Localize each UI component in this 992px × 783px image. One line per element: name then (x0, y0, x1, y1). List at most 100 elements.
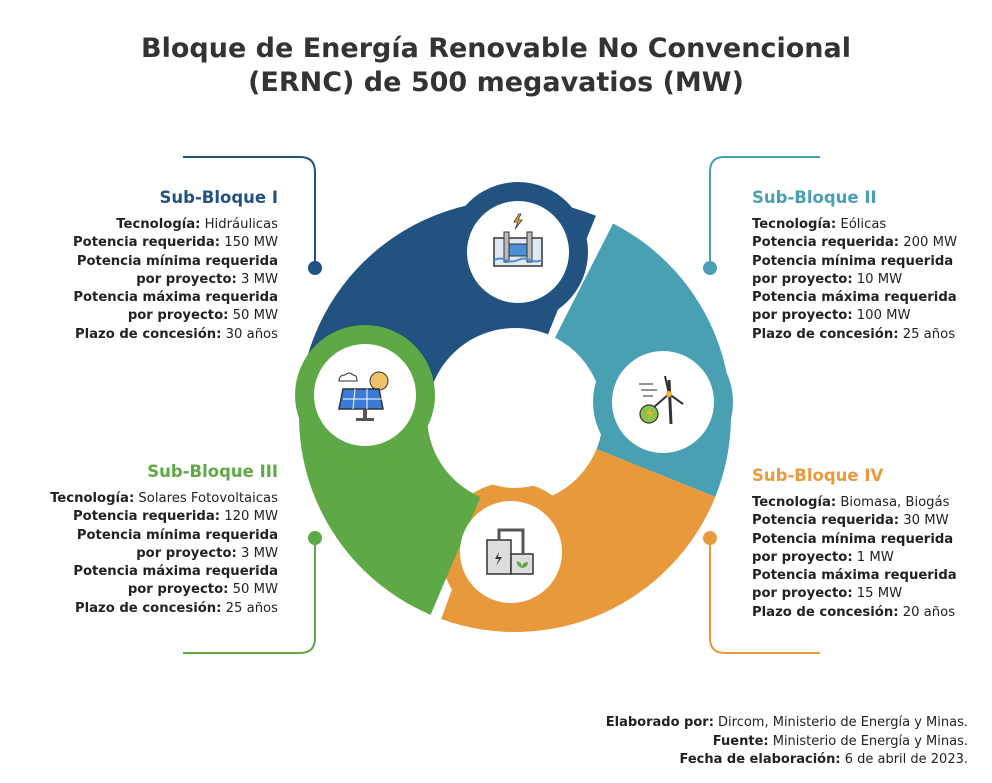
title-line-2: (ERNC) de 500 megavatios (MW) (248, 67, 744, 98)
info-label: Potencia máxima requerida (752, 290, 957, 306)
connector-dot-sub1 (308, 261, 322, 275)
info-label: por proyecto: (752, 586, 853, 602)
connector-sub2 (709, 156, 820, 268)
credit-value: Dircom, Ministerio de Energía y Minas. (713, 715, 968, 730)
info-row: Potencia mínima requerida (752, 531, 992, 549)
info-label: Plazo de concesión: (752, 604, 899, 620)
title-line-1: Bloque de Energía Renovable No Convencio… (141, 33, 851, 64)
info-row: por proyecto: 10 MW (752, 271, 992, 289)
info-value: 3 MW (236, 271, 278, 287)
info-row: Tecnología: Solares Fotovoltaicas (0, 490, 278, 508)
info-row: Tecnología: Hidráulicas (0, 216, 278, 234)
credit-label: Elaborado por: (605, 715, 714, 730)
connector-sub3 (183, 538, 316, 654)
info-row: Potencia mínima requerida (752, 253, 992, 271)
info-label: por proyecto: (127, 308, 229, 324)
info-row: por proyecto: 50 MW (0, 581, 278, 599)
info-label: Potencia máxima requerida (73, 290, 278, 306)
info-value: 150 MW (220, 235, 278, 251)
info-label: Potencia mínima requerida (752, 253, 954, 269)
info-value: 1 MW (852, 549, 894, 565)
info-label: por proyecto: (752, 308, 853, 324)
connector-dot-sub2 (703, 261, 717, 275)
info-row: Plazo de concesión: 30 años (0, 326, 278, 344)
info-value: 30 años (221, 326, 278, 342)
info-row: Tecnología: Biomasa, Biogás (752, 494, 992, 512)
wind-turbine-icon (639, 375, 684, 425)
info-label: Plazo de concesión: (74, 326, 222, 342)
info-label: Potencia mínima requerida (76, 253, 278, 269)
info-value: 3 MW (236, 545, 278, 561)
sub-bloque-3-info: Sub-Bloque III Tecnología: Solares Fotovo… (0, 460, 278, 618)
center-hole (443, 344, 587, 488)
info-row: Potencia requerida: 120 MW (0, 508, 278, 526)
info-label: por proyecto: (752, 549, 853, 565)
biogas-plant-icon (486, 528, 534, 575)
credit-label: Fuente: (712, 733, 769, 749)
info-label: Plazo de concesión: (752, 326, 899, 342)
info-value: Solares Fotovoltaicas (134, 491, 278, 506)
credit-row: Elaborado por: Dircom, Ministerio de Ene… (606, 714, 968, 733)
info-label: Plazo de concesión: (74, 600, 222, 616)
connector-sub4 (709, 538, 820, 654)
info-row: Plazo de concesión: 20 años (752, 604, 992, 622)
info-row: Tecnología: Eólicas (752, 216, 992, 234)
connector-dot-sub3 (308, 531, 322, 545)
info-label: Potencia requerida: (72, 509, 221, 525)
connector-sub1 (183, 156, 316, 268)
info-row: Potencia mínima requerida (0, 253, 278, 271)
info-label: Tecnología: (752, 217, 837, 232)
info-label: Potencia máxima requerida (752, 568, 957, 584)
info-row: Potencia mínima requerida (0, 527, 278, 545)
info-value: Eólicas (836, 217, 887, 232)
info-label: por proyecto: (752, 271, 853, 287)
info-value: 10 MW (852, 271, 903, 287)
info-value: 100 MW (852, 308, 911, 324)
info-value: 20 años (898, 604, 956, 620)
sub-bloque-title: Sub-Bloque III (147, 462, 278, 481)
info-value: Hidráulicas (200, 217, 278, 232)
solar-panel-icon (338, 371, 389, 421)
credit-value: 6 de abril de 2023. (840, 752, 968, 767)
sub-bloque-2-info: Sub-Bloque II Tecnología: Eólicas Potencia… (752, 186, 992, 344)
info-value: 25 años (221, 600, 278, 616)
info-label: por proyecto: (127, 582, 229, 598)
info-row: por proyecto: 15 MW (752, 585, 992, 603)
credit-value: Ministerio de Energía y Minas. (768, 733, 968, 749)
info-label: Tecnología: (116, 217, 201, 232)
icon-circle (612, 351, 714, 453)
info-row: por proyecto: 50 MW (0, 307, 278, 325)
info-row: por proyecto: 3 MW (0, 271, 278, 289)
info-label: Potencia requerida: (752, 513, 900, 529)
sub-bloque-title: Sub-Bloque I (159, 188, 279, 207)
info-row: Potencia requerida: 30 MW (752, 512, 992, 530)
info-value: Biomasa, Biogás (836, 495, 950, 510)
info-row: Potencia máxima requerida (752, 289, 992, 307)
info-row: por proyecto: 3 MW (0, 545, 278, 563)
info-row: Potencia requerida: 150 MW (0, 234, 278, 252)
info-row: por proyecto: 100 MW (752, 307, 992, 325)
info-label: por proyecto: (136, 545, 237, 561)
sub-bloque-1-info: Sub-Bloque I Tecnología: Hidráulicas Poten… (0, 186, 278, 344)
info-label: Potencia máxima requerida (73, 564, 278, 580)
info-value: 30 MW (899, 513, 949, 529)
info-label: Potencia mínima requerida (752, 531, 954, 547)
info-label: Tecnología: (50, 491, 135, 506)
info-label: Tecnología: (752, 495, 837, 510)
info-label: por proyecto: (136, 271, 237, 287)
info-row: Potencia máxima requerida (0, 289, 278, 307)
info-row: Plazo de concesión: 25 años (752, 326, 992, 344)
sub-bloque-title: Sub-Bloque IV (752, 466, 884, 485)
info-value: 50 MW (228, 308, 278, 324)
info-label: Potencia requerida: (72, 235, 221, 251)
credit-label: Fecha de elaboración: (679, 752, 841, 767)
connector-dot-sub4 (703, 531, 717, 545)
info-row: Potencia máxima requerida (0, 563, 278, 581)
credit-row: Fecha de elaboración: 6 de abril de 2023… (606, 751, 968, 770)
hydroelectric-dam-icon (493, 213, 543, 267)
info-label: Potencia mínima requerida (76, 527, 278, 543)
info-value: 25 años (898, 326, 956, 342)
sub-bloque-4-info: Sub-Bloque IV Tecnología: Biomasa, Biogás… (752, 464, 992, 622)
info-value: 50 MW (228, 582, 278, 598)
